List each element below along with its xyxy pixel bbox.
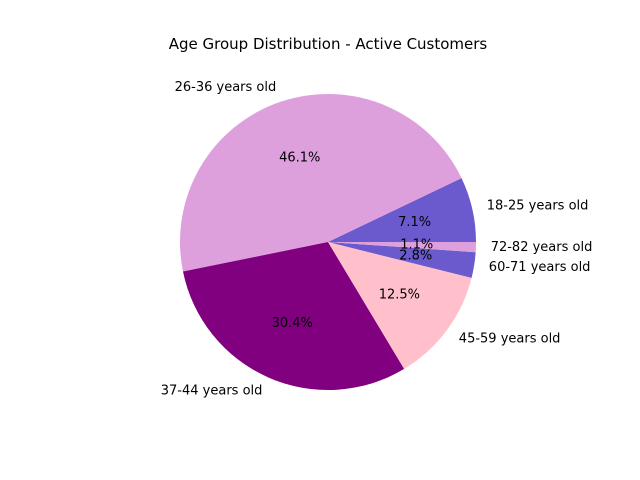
pie-slice-5 [328, 242, 476, 278]
pie-slice-2 [179, 93, 462, 272]
percent-label-4: 12.5% [379, 287, 420, 302]
pie-slices [179, 93, 476, 390]
slice-label-1: 18-25 years old [487, 198, 589, 213]
percent-label-6: 1.1% [400, 238, 433, 253]
slice-label-4: 45-59 years old [459, 331, 561, 346]
slice-label-2: 26-36 years old [175, 80, 277, 95]
percent-label-2: 46.1% [279, 150, 320, 165]
slice-label-5: 60-71 years old [489, 260, 591, 275]
pie-slice-1 [328, 178, 476, 242]
percent-label-3: 30.4% [272, 316, 313, 331]
pie-labels: 18-25 years old 7.1% 26-36 years old 46.1% 3… [161, 80, 593, 398]
slice-label-6: 72-82 years old [491, 240, 593, 255]
pie-slice-4 [328, 242, 472, 369]
percent-label-1: 7.1% [398, 215, 431, 230]
percent-label-5: 2.8% [399, 248, 432, 263]
pie-slice-3 [182, 242, 405, 390]
slice-label-3: 37-44 years old [161, 384, 263, 399]
pie-slice-6 [328, 242, 476, 253]
chart-title: Age Group Distribution - Active Customer… [169, 35, 488, 53]
